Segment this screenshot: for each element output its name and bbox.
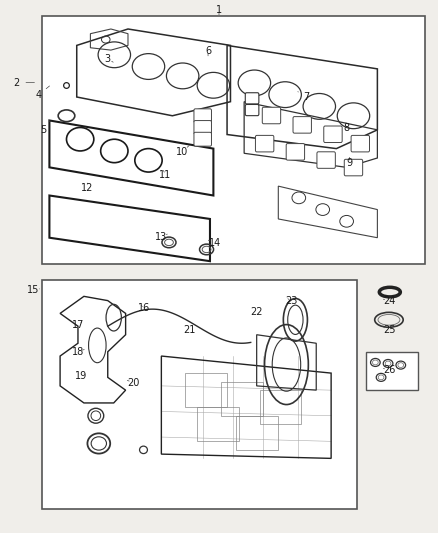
- Text: 22: 22: [250, 307, 262, 317]
- Text: 24: 24: [384, 296, 396, 306]
- Bar: [42, 280, 357, 509]
- Text: 21: 21: [183, 326, 195, 335]
- FancyBboxPatch shape: [324, 126, 342, 142]
- Text: 18: 18: [72, 347, 84, 357]
- FancyBboxPatch shape: [293, 117, 311, 133]
- Text: 8: 8: [343, 123, 349, 133]
- FancyBboxPatch shape: [245, 104, 259, 116]
- Text: 4: 4: [35, 90, 42, 100]
- Text: 9: 9: [346, 158, 353, 167]
- Text: 7: 7: [304, 92, 310, 102]
- FancyBboxPatch shape: [286, 143, 304, 160]
- FancyBboxPatch shape: [262, 107, 281, 124]
- FancyBboxPatch shape: [194, 120, 212, 134]
- FancyBboxPatch shape: [351, 135, 370, 152]
- Text: 16: 16: [138, 303, 151, 313]
- Bar: [366, 352, 418, 390]
- Text: 19: 19: [75, 371, 87, 381]
- Text: 25: 25: [384, 326, 396, 335]
- Text: 17: 17: [72, 320, 84, 330]
- FancyBboxPatch shape: [194, 132, 212, 146]
- FancyBboxPatch shape: [344, 159, 363, 176]
- FancyBboxPatch shape: [194, 109, 212, 123]
- Text: 10: 10: [176, 147, 188, 157]
- FancyBboxPatch shape: [245, 93, 259, 104]
- Text: 13: 13: [155, 232, 167, 242]
- Text: 26: 26: [384, 366, 396, 375]
- Text: 14: 14: [208, 238, 221, 247]
- Text: 23: 23: [285, 296, 297, 306]
- Text: 11: 11: [159, 170, 172, 180]
- Text: 6: 6: [205, 46, 211, 55]
- FancyBboxPatch shape: [255, 135, 274, 152]
- Text: 20: 20: [127, 378, 140, 387]
- Text: 1: 1: [216, 5, 222, 14]
- Text: 3: 3: [104, 54, 110, 63]
- Text: 12: 12: [81, 183, 93, 193]
- Text: 15: 15: [27, 286, 39, 295]
- Bar: [42, 16, 425, 264]
- Text: 5: 5: [40, 125, 46, 134]
- Text: 2: 2: [14, 78, 20, 87]
- FancyBboxPatch shape: [317, 152, 336, 168]
